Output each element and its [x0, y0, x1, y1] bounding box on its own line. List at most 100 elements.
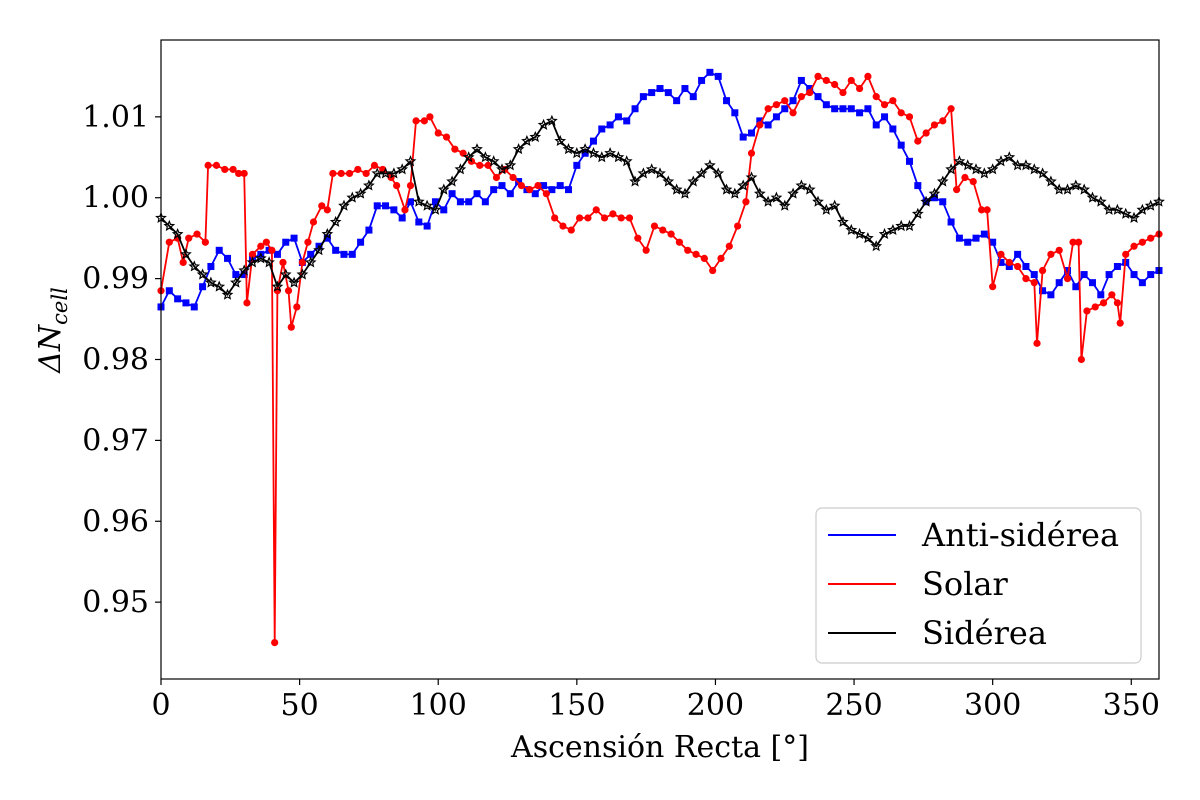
data-point-1-8	[212, 161, 221, 169]
data-point-1-48	[476, 161, 484, 169]
data-point-1-91	[831, 80, 839, 89]
data-point-1-90	[822, 76, 830, 85]
data-point-2-50	[571, 147, 583, 159]
data-point-2-97	[961, 159, 974, 171]
y-axis-label: ΔNcell	[33, 287, 72, 374]
data-point-1-85	[781, 97, 789, 105]
data-point-2-18	[304, 256, 317, 268]
data-point-0-91	[914, 182, 922, 190]
data-point-2-9	[230, 276, 242, 288]
legend-label-0: Anti-sidérea	[921, 516, 1119, 554]
data-point-2-92	[920, 195, 932, 207]
data-point-0-14	[273, 250, 281, 258]
data-point-0-118	[1138, 279, 1146, 287]
data-point-1-72	[675, 238, 684, 246]
data-point-2-16	[288, 276, 300, 288]
data-point-0-115	[1113, 262, 1121, 270]
data-point-0-84	[856, 109, 864, 117]
data-point-0-43	[515, 178, 523, 186]
data-point-1-68	[642, 246, 650, 254]
data-point-0-4	[190, 303, 198, 311]
data-point-1-9	[221, 165, 229, 174]
data-point-1-109	[977, 206, 986, 214]
y-tick-label: 0.99	[82, 262, 149, 297]
data-point-1-108	[969, 177, 977, 186]
data-point-0-119	[1147, 271, 1155, 279]
data-point-0-95	[947, 218, 955, 226]
data-point-2-107	[1045, 175, 1057, 187]
series-2	[155, 114, 1165, 300]
data-point-0-48	[556, 182, 564, 190]
data-point-1-52	[509, 173, 517, 182]
data-point-2-31	[412, 195, 425, 207]
data-point-2-116	[1119, 207, 1132, 219]
data-point-1-57	[551, 214, 559, 222]
data-point-1-22	[287, 323, 295, 331]
data-point-1-39	[406, 181, 415, 190]
data-point-0-52	[589, 137, 597, 145]
y-tick-label: 1.01	[82, 100, 149, 135]
data-point-2-15	[279, 268, 292, 280]
data-point-2-95	[945, 163, 957, 175]
data-point-1-86	[789, 109, 797, 117]
data-point-1-11	[235, 169, 243, 178]
data-point-0-21	[332, 246, 340, 254]
series-0	[157, 68, 1163, 311]
data-point-2-5	[196, 268, 209, 280]
data-point-1-113	[1005, 258, 1013, 267]
data-point-0-101	[997, 258, 1005, 266]
data-point-1-75	[700, 254, 708, 262]
data-point-0-62	[673, 97, 681, 105]
data-point-1-88	[806, 88, 814, 97]
data-point-0-18	[307, 250, 315, 258]
data-point-2-96	[953, 155, 966, 167]
data-point-1-34	[370, 161, 379, 169]
data-point-2-37	[462, 151, 475, 163]
data-point-1-83	[764, 105, 772, 113]
data-point-1-70	[659, 226, 667, 234]
data-point-1-54	[526, 186, 534, 194]
data-point-2-79	[812, 195, 824, 207]
data-point-1-1	[165, 238, 173, 246]
data-point-2-58	[637, 167, 650, 179]
data-point-0-30	[407, 198, 414, 206]
data-point-2-34	[437, 183, 450, 195]
data-point-2-17	[296, 268, 309, 280]
data-point-1-14	[248, 250, 257, 258]
data-point-0-5	[199, 283, 207, 291]
data-point-1-66	[625, 214, 634, 222]
data-point-1-38	[401, 206, 409, 214]
data-point-1-49	[484, 161, 492, 169]
data-point-2-14	[271, 280, 284, 292]
data-point-1-112	[997, 250, 1005, 258]
data-point-1-32	[354, 165, 362, 174]
data-point-1-5	[193, 230, 201, 238]
data-point-2-69	[729, 187, 741, 199]
data-point-1-92	[839, 88, 847, 97]
data-point-1-41	[420, 117, 428, 125]
data-point-0-105	[1030, 271, 1038, 279]
data-point-1-71	[667, 230, 675, 238]
y-tick-label: 1.00	[82, 181, 149, 216]
data-point-0-35	[448, 190, 456, 198]
data-point-2-101	[995, 155, 1007, 167]
data-point-0-106	[1039, 287, 1047, 295]
y-tick-label: 0.95	[82, 585, 149, 620]
data-point-2-118	[1136, 203, 1149, 215]
data-point-2-64	[687, 175, 700, 187]
y-tick-label: 0.97	[82, 423, 149, 458]
data-point-2-72	[753, 187, 766, 199]
data-point-2-119	[1144, 199, 1157, 211]
data-point-0-1	[165, 287, 173, 295]
data-point-1-69	[650, 222, 659, 230]
data-point-2-2	[171, 227, 184, 240]
data-point-2-61	[662, 175, 675, 187]
x-tick-label: 50	[281, 688, 319, 723]
series-line-2	[160, 120, 1160, 296]
data-point-1-123	[1075, 238, 1083, 246]
data-point-0-10	[240, 271, 248, 279]
data-point-0-66	[706, 68, 714, 76]
data-point-0-55	[614, 113, 622, 121]
data-point-0-28	[390, 206, 398, 214]
data-point-0-107	[1047, 291, 1055, 299]
